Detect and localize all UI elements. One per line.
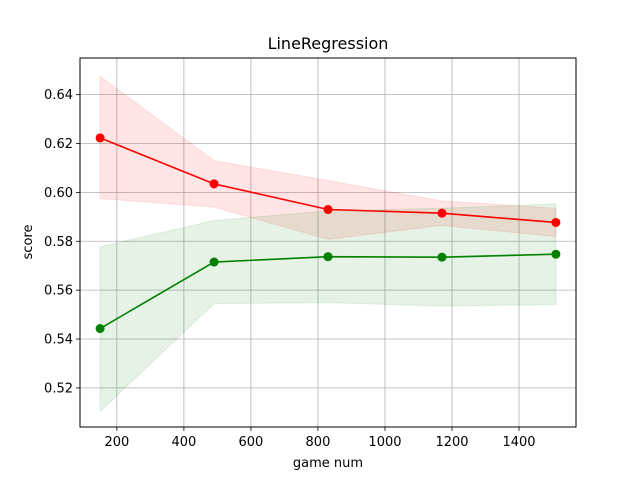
x-axis-label: game num [293, 456, 363, 471]
data-point-1 [551, 217, 561, 227]
chart-title: LineRegression [268, 34, 389, 53]
y-tick-label: 0.56 [44, 284, 73, 299]
y-tick-label: 0.54 [44, 333, 73, 348]
y-tick-label: 0.52 [44, 381, 73, 396]
y-axis-ticks: 0.52 0.54 0.56 0.58 0.60 0.62 0.64 [44, 88, 80, 396]
plot-area-frame [79, 57, 577, 428]
data-point-2 [209, 257, 219, 267]
y-tick-label: 0.62 [44, 137, 73, 152]
x-tick-label: 1000 [368, 435, 401, 450]
grid-lines [80, 58, 576, 427]
data-point-1 [209, 179, 219, 189]
y-axis-label: score [21, 225, 36, 260]
data-point-2 [323, 252, 333, 262]
x-tick-label: 600 [239, 435, 264, 450]
x-tick-label: 1400 [502, 435, 535, 450]
x-tick-label: 400 [171, 435, 196, 450]
data-point-1 [323, 205, 333, 215]
x-axis-ticks: 200 400 600 800 1000 1200 1400 [104, 427, 536, 450]
confidence-band-1 [99, 75, 557, 240]
x-tick-label: 1200 [435, 435, 468, 450]
series-points [95, 133, 561, 334]
x-tick-label: 200 [104, 435, 129, 450]
x-tick-label: 800 [306, 435, 331, 450]
y-tick-label: 0.60 [44, 186, 73, 201]
data-point-1 [95, 133, 105, 143]
data-point-2 [95, 324, 105, 334]
data-point-2 [551, 249, 561, 259]
data-point-2 [437, 252, 447, 262]
data-point-1 [437, 208, 447, 218]
y-tick-label: 0.64 [44, 88, 73, 103]
y-tick-label: 0.58 [44, 235, 73, 250]
